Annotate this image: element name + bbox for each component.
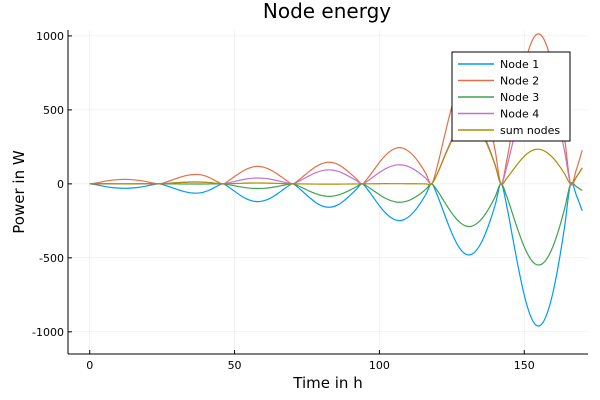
x-ticks: 0 50 100 150 [86,350,535,372]
y-axis-label: Power in W [10,150,28,234]
series-line-3 [89,182,583,266]
series-group [89,33,583,327]
y-ticks: -1000 -500 0 500 1000 [32,30,72,339]
x-axis-label: Time in h [292,374,362,392]
chart-title: Node energy [263,0,391,23]
x-tick-label: 50 [228,359,242,372]
legend-label: Node 3 [500,91,539,104]
x-tick-label: 0 [86,359,93,372]
axes-group [67,30,588,355]
legend-label: Node 4 [500,108,539,121]
legend: Node 1 Node 2 Node 3 Node 4 sum nodes [451,51,571,142]
x-tick-label: 150 [514,359,535,372]
y-tick-label: 500 [43,104,64,117]
series-line-5 [89,121,583,186]
y-tick-label: -500 [39,252,64,265]
y-tick-label: 1000 [36,30,64,43]
x-tick-label: 100 [369,359,390,372]
y-tick-label: 0 [57,178,64,191]
legend-label: Node 1 [500,58,539,71]
y-tick-label: -1000 [32,326,64,339]
legend-label: Node 2 [500,75,539,88]
series-line-1 [89,182,583,327]
legend-label: sum nodes [500,124,560,137]
